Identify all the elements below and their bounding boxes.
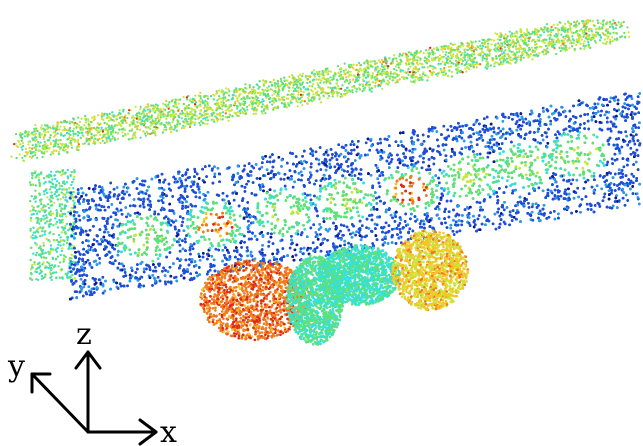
coordinate-axes: [32, 352, 156, 444]
y-axis-arrow: [32, 374, 88, 432]
y-axis-label: y: [7, 349, 25, 384]
z-axis-label: z: [76, 317, 92, 352]
point-cloud: [10, 19, 641, 346]
x-axis-label: x: [160, 415, 177, 446]
